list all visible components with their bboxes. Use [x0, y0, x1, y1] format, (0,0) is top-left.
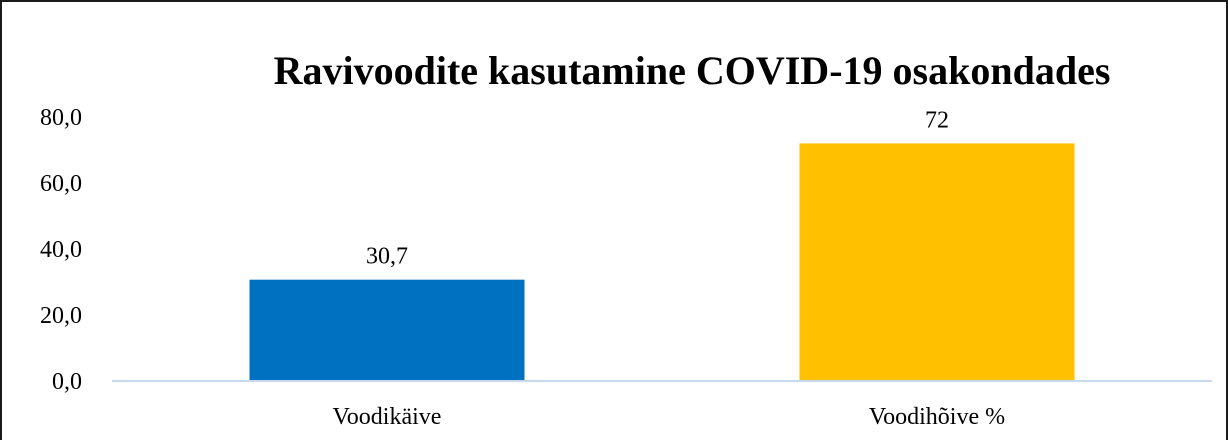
y-tick-label: 20,0 [40, 303, 82, 329]
category-label: Voodihõive % [869, 404, 1005, 430]
bar-1 [249, 279, 525, 381]
chart-title: Ravivoodite kasutamine COVID-19 osakonda… [274, 48, 1111, 93]
data-labels: 30,7 72 [366, 107, 949, 269]
y-tick-label: 60,0 [40, 171, 82, 197]
data-label: 72 [925, 107, 949, 133]
y-tick-label: 0,0 [52, 369, 82, 395]
data-label: 30,7 [366, 244, 408, 270]
category-labels: Voodikäive Voodihõive % [333, 404, 1006, 430]
y-tick-label: 40,0 [40, 237, 82, 263]
bar-2 [799, 143, 1075, 381]
y-axis-ticks: 0,0 20,0 40,0 60,0 80,0 [40, 105, 82, 395]
bars [249, 143, 1075, 381]
category-label: Voodikäive [333, 404, 442, 430]
y-tick-label: 80,0 [40, 105, 82, 131]
